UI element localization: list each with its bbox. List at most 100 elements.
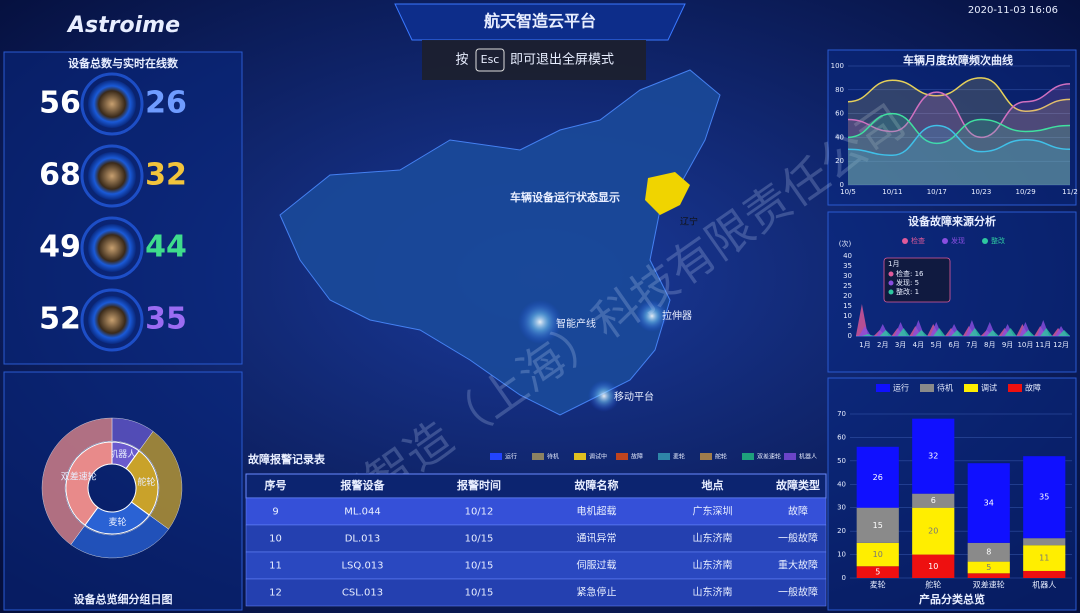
bar-segment <box>967 542 1010 562</box>
y-tick-label: 5 <box>848 322 852 330</box>
legend-label: 调试 <box>981 383 997 393</box>
table-cell: 10/15 <box>465 561 494 572</box>
tooltip-item: 整改: 1 <box>896 287 919 296</box>
y-tick-label: 40 <box>835 133 844 141</box>
triangle-bar <box>968 328 981 336</box>
chart-title: 车辆月度故障频次曲线 <box>903 53 1013 67</box>
line-series <box>847 83 1071 139</box>
y-tick-label: 25 <box>843 282 852 290</box>
legend-swatch <box>876 384 890 392</box>
y-tick-label: 20 <box>837 527 846 535</box>
x-tick-label: 4月 <box>913 341 924 349</box>
device-total: 49 <box>39 230 81 265</box>
bar-value-label: 20 <box>928 527 938 536</box>
legend-label: 运行 <box>893 383 909 393</box>
table-cell: 电机超载 <box>577 505 617 518</box>
bar-value-label: 6 <box>931 496 936 505</box>
title-plate <box>394 3 686 41</box>
bar-segment <box>912 554 955 578</box>
triangle-bar <box>861 334 874 336</box>
table-cell: 11 <box>269 561 282 572</box>
triangle-bar <box>951 330 964 336</box>
device-icon-ring <box>80 216 144 280</box>
legend-swatch <box>616 453 628 460</box>
bar-segment <box>856 566 899 578</box>
table-cell: 山东济南 <box>693 559 733 572</box>
y-tick-label: 35 <box>843 262 852 270</box>
triangle-bar <box>986 330 999 336</box>
table-header: 报警设备 <box>341 478 386 492</box>
chart-title: 产品分类总览 <box>919 592 985 606</box>
device-icon <box>88 152 136 200</box>
bar-value-label: 26 <box>873 473 883 482</box>
china-map <box>279 69 721 416</box>
table-header: 故障名称 <box>575 478 619 492</box>
table-cell: 紧急停止 <box>577 586 617 599</box>
bar-value-label: 34 <box>984 499 994 508</box>
table-cell: 9 <box>272 507 278 518</box>
tooltip-item: 发现: 5 <box>896 278 919 287</box>
table-cell: 一般故障 <box>778 532 818 545</box>
legend-label: 发现 <box>951 236 965 245</box>
esc-overlay <box>422 40 646 80</box>
bar-segment <box>967 561 1010 574</box>
table-cell: 10 <box>269 534 282 545</box>
y-tick-label: 0 <box>848 332 852 340</box>
device-icon-ring <box>80 72 144 136</box>
map-label: 移动平台 <box>614 390 654 403</box>
table-cell: 山东济南 <box>693 586 733 599</box>
triangle-bar <box>897 328 910 336</box>
bar-value-label: 15 <box>873 521 883 530</box>
chart-title: 设备故障来源分析 <box>908 214 996 228</box>
y-tick-label: 50 <box>837 457 846 465</box>
triangle-bar <box>1004 328 1017 336</box>
pie-slice <box>65 441 113 526</box>
legend-label: 运行 <box>505 453 517 461</box>
triangle-bar <box>933 328 946 336</box>
pie-label: 麦轮 <box>108 516 126 528</box>
chart-title: 设备总览细分组日图 <box>74 592 173 606</box>
bar-segment <box>912 493 955 508</box>
table-cell: 广东深圳 <box>693 505 733 518</box>
triangle-bar <box>1058 330 1071 336</box>
pie-outer-ring <box>41 417 113 545</box>
y-axis-label: (次) <box>839 239 852 248</box>
x-tick-label: 机器人 <box>1032 580 1056 590</box>
table-cell: 故障 <box>788 505 808 518</box>
pie-label: 舵轮 <box>138 476 156 488</box>
legend-dot <box>982 238 988 244</box>
legend-swatch <box>742 453 754 460</box>
bar-segment <box>1023 538 1066 546</box>
device-online: 32 <box>145 158 187 193</box>
x-tick-label: 6月 <box>948 341 959 349</box>
table-cell: 10/12 <box>465 507 494 518</box>
table-row <box>245 578 827 607</box>
legend-label: 麦轮 <box>673 453 685 461</box>
legend-label: 机器人 <box>799 453 817 461</box>
legend-swatch <box>1008 384 1022 392</box>
bar-segment <box>856 446 899 508</box>
legend-swatch <box>784 453 796 460</box>
tooltip-item: 检查: 16 <box>896 269 924 278</box>
line-series <box>847 124 1071 157</box>
device-icon <box>88 80 136 128</box>
y-tick-label: 30 <box>843 272 852 280</box>
x-tick-label: 10/17 <box>927 188 947 196</box>
bar-segment <box>912 507 955 555</box>
legend-label: 整改 <box>991 236 1005 245</box>
triangle-bar <box>1022 330 1035 336</box>
y-tick-label: 70 <box>837 410 846 418</box>
y-tick-label: 10 <box>837 551 846 559</box>
y-tick-label: 80 <box>835 86 844 94</box>
legend-label: 双差速轮 <box>757 453 781 461</box>
y-tick-label: 20 <box>843 292 852 300</box>
map-hotspot <box>636 300 668 332</box>
map-title: 车辆设备运行状态显示 <box>510 190 620 204</box>
y-tick-label: 60 <box>837 433 846 441</box>
x-tick-label: 10/29 <box>1016 188 1036 196</box>
device-icon <box>88 224 136 272</box>
tooltip <box>883 257 951 303</box>
pie-panel <box>3 371 243 611</box>
x-tick-label: 双差速轮 <box>973 580 1005 590</box>
